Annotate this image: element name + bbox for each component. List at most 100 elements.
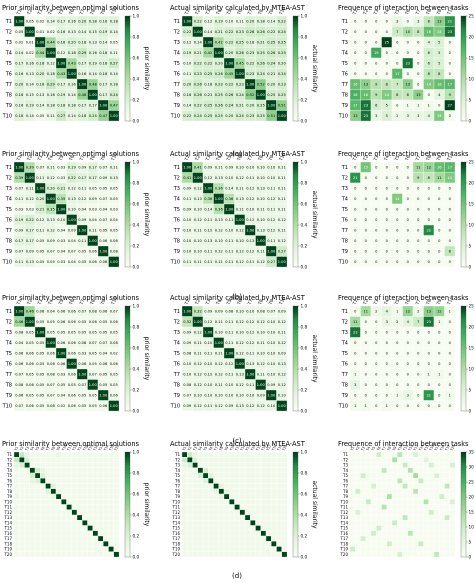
cell-value-label: 8 — [396, 93, 399, 97]
cell-value-label: 0.12 — [246, 249, 254, 253]
heatmap-cell — [234, 535, 240, 542]
cell-value-label: 3 — [417, 19, 419, 23]
cell-value-label: 0.11 — [194, 351, 202, 355]
colorbar-tick-label: 35 — [469, 450, 474, 455]
y-tick-label: T5 — [173, 61, 180, 67]
heatmap-cell — [433, 535, 440, 542]
colorbar-segment — [293, 376, 298, 380]
heatmap-cell — [407, 483, 414, 489]
heatmap-cell — [402, 525, 408, 531]
cell-value-label: 1.00 — [110, 260, 119, 264]
cell-value-label: 0.08 — [183, 383, 192, 387]
heatmap-cell — [29, 530, 36, 537]
heatmap-cell — [381, 546, 387, 552]
colorbar-segment — [293, 92, 298, 96]
cell-value-label: 0 — [417, 61, 420, 65]
cell-value-label: 0.05 — [36, 239, 44, 243]
cell-value-label: 11 — [416, 165, 421, 169]
cell-value-label: 1.00 — [267, 393, 276, 397]
cell-value-label: 0.10 — [236, 393, 245, 397]
colorbar-segment — [461, 180, 466, 184]
heatmap-cell — [202, 467, 209, 474]
heatmap-cell — [439, 541, 445, 547]
cell-value-label: 0.11 — [47, 114, 55, 118]
cell-value-label: 0.10 — [267, 341, 276, 345]
colorbar-segment — [125, 371, 130, 375]
cell-value-label: 0.03 — [110, 207, 118, 211]
heatmap-cell — [281, 541, 288, 547]
heatmap-cell — [439, 467, 445, 474]
cell-value-label: 0.11 — [204, 351, 212, 355]
colorbar-segment — [125, 340, 130, 344]
x-tick-label: T7 — [246, 8, 254, 17]
colorbar-segment — [125, 480, 130, 484]
heatmap-cell — [260, 488, 267, 495]
heatmap-cell — [13, 525, 20, 531]
heatmap-cell — [355, 457, 361, 463]
cell-value-label: 0.07 — [47, 383, 55, 387]
colorbar-segment — [461, 483, 466, 487]
colorbar-segment — [293, 501, 298, 505]
heatmap-cell — [271, 451, 277, 458]
heatmap-cell — [276, 478, 282, 484]
cell-value-label: 23 — [363, 114, 368, 118]
heatmap-cell — [365, 451, 372, 458]
cell-value-label: 0.12 — [246, 320, 254, 324]
colorbar-tick-label: 0.4 — [301, 223, 308, 228]
colorbar-segment — [293, 387, 298, 391]
colorbar-segment — [461, 369, 466, 372]
cell-value-label: 0.24 — [236, 93, 245, 97]
heatmap-cell — [428, 462, 435, 468]
colorbar-tick-label: 0.6 — [301, 492, 308, 497]
cell-value-label: 0.05 — [110, 383, 118, 387]
cell-value-label: 0.12 — [78, 197, 86, 201]
cell-value-label: 5 — [438, 61, 440, 65]
heatmap-cell — [103, 551, 109, 558]
heatmap-cell — [244, 493, 251, 500]
cell-value-label: 0.10 — [236, 165, 245, 169]
cell-value-label: 0.05 — [89, 330, 97, 334]
cell-value-label: 0.10 — [267, 372, 276, 376]
colorbar-segment — [293, 515, 298, 518]
colorbar-segment — [125, 327, 130, 330]
colorbar-tick-label: 10 — [469, 223, 474, 228]
heatmap-cell — [281, 514, 288, 521]
x-tick-label: T7 — [414, 8, 422, 17]
heatmap-cell — [113, 451, 120, 458]
heatmap-cell — [402, 504, 408, 510]
heatmap-cell — [439, 462, 445, 468]
colorbar-tick-label: 1.0 — [301, 160, 308, 165]
heatmap-cell — [433, 509, 440, 516]
cell-value-label: 0.05 — [99, 186, 107, 190]
cell-value-label: 1.00 — [78, 372, 87, 376]
heatmap-cell — [349, 451, 356, 458]
heatmap-cell — [407, 457, 414, 463]
heatmap-cell — [386, 525, 393, 531]
heatmap-cell — [34, 478, 41, 484]
heatmap-cell — [412, 488, 419, 495]
heatmap-cell — [381, 488, 387, 495]
colorbar-segment — [125, 190, 130, 194]
heatmap-cell — [239, 546, 246, 552]
cell-value-label: 4 — [438, 93, 441, 97]
heatmap-cell — [34, 483, 41, 489]
heatmap-cell — [55, 488, 62, 495]
heatmap-cell — [187, 478, 193, 484]
colorbar-segment — [461, 94, 466, 98]
heatmap-cell — [423, 457, 429, 463]
heatmap-cell — [45, 451, 51, 458]
heatmap-cell — [234, 541, 240, 547]
colorbar-segment — [293, 467, 298, 471]
heatmap-cell — [213, 530, 219, 537]
heatmap-cell — [412, 462, 419, 468]
heatmap-cell — [276, 493, 282, 500]
heatmap-cell — [24, 546, 30, 552]
cell-value-label: 0.11 — [15, 197, 23, 201]
heatmap-cell — [92, 525, 99, 531]
heatmap-cell — [376, 457, 382, 463]
colorbar-segment — [125, 306, 130, 309]
colorbar-segment — [125, 81, 130, 85]
colorbar-tick-label: 0.8 — [133, 181, 140, 186]
colorbar-segment — [293, 235, 298, 239]
x-tick-label: T9 — [99, 8, 107, 17]
